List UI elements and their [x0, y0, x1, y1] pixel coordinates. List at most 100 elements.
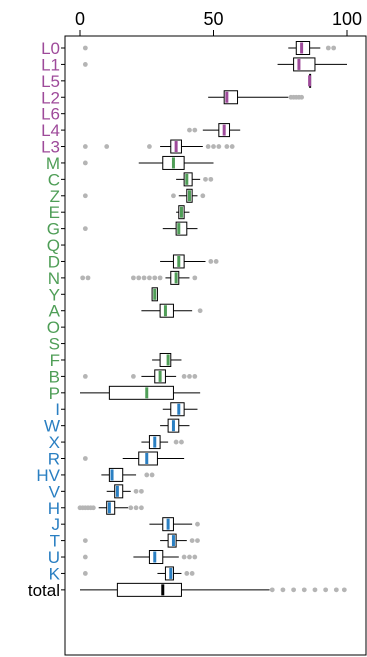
outlier-point — [131, 275, 136, 280]
x-tick-label: 100 — [332, 9, 362, 29]
x-axis: 0 50 100 — [75, 9, 362, 36]
outlier-point — [281, 587, 286, 592]
boxplot-row — [187, 124, 240, 137]
boxplot-row — [83, 156, 214, 169]
outlier-point — [134, 505, 139, 510]
boxplot-row — [83, 551, 197, 564]
outlier-point — [144, 473, 149, 478]
outlier-point — [83, 226, 88, 231]
outlier-point — [230, 144, 235, 149]
outlier-point — [128, 505, 133, 510]
outlier-point — [334, 587, 339, 592]
outlier-point — [187, 374, 192, 379]
boxplot-row — [83, 58, 347, 71]
boxplot-row — [141, 436, 183, 449]
outlier-point — [291, 587, 296, 592]
outlier-point — [323, 587, 328, 592]
outlier-point — [208, 177, 213, 182]
iqr-box — [117, 583, 181, 596]
outlier-point — [150, 473, 155, 478]
outlier-point — [187, 128, 192, 133]
outlier-point — [91, 505, 96, 510]
outlier-point — [313, 587, 318, 592]
boxplot-row — [176, 173, 213, 186]
outlier-point — [134, 489, 139, 494]
outlier-point — [158, 275, 163, 280]
boxplot-row — [152, 288, 157, 301]
y-axis-labels: L0L1L5L2L6L4L3MCZEGQDNYAOSFBPIWXRHVVHJTU… — [28, 39, 65, 600]
boxplot-row — [83, 370, 197, 383]
x-tick-label: 50 — [203, 9, 223, 29]
boxplot-row — [80, 271, 197, 284]
outlier-point — [203, 177, 208, 182]
outlier-point — [211, 144, 216, 149]
boxplot-row — [83, 189, 205, 202]
boxplot-row — [149, 518, 199, 531]
outlier-point — [83, 144, 88, 149]
boxplot-row — [107, 485, 144, 498]
boxplot-row — [80, 583, 347, 596]
outlier-point — [206, 144, 211, 149]
outlier-point — [302, 587, 307, 592]
boxplot-row — [83, 222, 198, 235]
outlier-point — [184, 571, 189, 576]
outlier-point — [195, 522, 200, 527]
outlier-point — [326, 46, 331, 51]
outlier-point — [131, 374, 136, 379]
outlier-point — [195, 538, 200, 543]
boxplot-row — [160, 419, 189, 432]
boxplot-row — [83, 42, 336, 55]
outlier-point — [83, 161, 88, 166]
outlier-point — [139, 505, 144, 510]
outlier-point — [179, 440, 184, 445]
outlier-point — [192, 275, 197, 280]
boxplot-row — [78, 501, 144, 514]
outlier-point — [83, 555, 88, 560]
outlier-point — [83, 456, 88, 461]
y-category-label: total — [28, 581, 60, 600]
outlier-point — [182, 374, 187, 379]
iqr-box — [294, 58, 315, 71]
boxplot-row — [141, 304, 202, 317]
iqr-box — [109, 386, 173, 399]
outlier-point — [147, 275, 152, 280]
outlier-point — [83, 62, 88, 67]
outlier-point — [104, 144, 109, 149]
outlier-point — [80, 275, 85, 280]
outlier-point — [192, 374, 197, 379]
outlier-point — [86, 275, 91, 280]
outlier-point — [190, 538, 195, 543]
boxplot-row — [152, 353, 181, 366]
outlier-point — [142, 275, 147, 280]
outlier-point — [139, 489, 144, 494]
outlier-point — [83, 571, 88, 576]
boxplot-row — [101, 468, 154, 481]
outlier-point — [214, 259, 219, 264]
outlier-point — [270, 587, 275, 592]
outlier-point — [171, 193, 176, 198]
outlier-point — [187, 555, 192, 560]
outlier-point — [136, 275, 141, 280]
boxplot-row — [83, 534, 200, 547]
boxplot-row — [208, 91, 304, 104]
boxplot-series — [78, 42, 347, 597]
x-tick-label: 0 — [75, 9, 85, 29]
outlier-point — [190, 571, 195, 576]
boxplot-row — [310, 74, 311, 87]
outlier-point — [331, 46, 336, 51]
boxplot-row — [176, 206, 189, 219]
outlier-point — [83, 46, 88, 51]
outlier-point — [299, 95, 304, 100]
outlier-point — [198, 308, 203, 313]
outlier-point — [147, 144, 152, 149]
boxplot-row — [83, 452, 184, 465]
outlier-point — [192, 128, 197, 133]
outlier-point — [83, 538, 88, 543]
outlier-point — [83, 374, 88, 379]
outlier-point — [342, 587, 347, 592]
outlier-point — [83, 193, 88, 198]
outlier-point — [174, 440, 179, 445]
boxplot-row — [163, 403, 198, 416]
